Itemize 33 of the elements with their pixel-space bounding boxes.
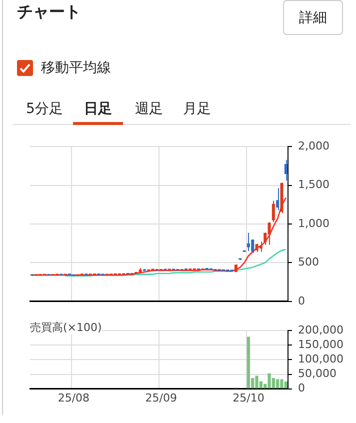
y-tick-label: 50,000	[298, 367, 336, 380]
y-tick-label: 150,000	[298, 338, 344, 352]
y-tick-label: 0	[298, 294, 305, 308]
y-tick-label: 1,000	[298, 216, 330, 230]
candlestick	[272, 200, 275, 223]
x-tick-label: 25/10	[232, 391, 264, 404]
chart-title: チャート	[17, 2, 81, 23]
x-tick-label: 25/09	[145, 391, 177, 404]
text: 日足	[84, 100, 112, 118]
y-tick-label: 100,000	[298, 352, 344, 366]
text: 詳細	[283, 0, 343, 35]
y-tick-label: 200,000	[298, 323, 344, 336]
bar	[284, 382, 288, 388]
bar	[246, 336, 250, 388]
bar	[255, 376, 258, 388]
y-tick-label: 0	[298, 382, 305, 395]
text: 月足	[183, 100, 211, 118]
candlestick	[246, 232, 250, 252]
bar	[280, 379, 284, 388]
text: 5分足	[26, 100, 63, 118]
y-tick-label: 500	[298, 256, 319, 269]
x-tick-label: 25/08	[58, 391, 90, 404]
candlestick	[276, 188, 280, 211]
candlestick	[251, 238, 254, 254]
y-tick-label: 1,500	[298, 178, 330, 192]
y-tick-label: 2,000	[298, 139, 330, 152]
text: 移動平均線	[41, 59, 111, 77]
text: 週足	[135, 100, 163, 118]
bar	[276, 379, 280, 388]
bar	[268, 373, 271, 388]
chart-title: 売買高(×100)	[30, 320, 102, 335]
candlestick	[284, 159, 288, 182]
candlestick	[268, 222, 271, 246]
